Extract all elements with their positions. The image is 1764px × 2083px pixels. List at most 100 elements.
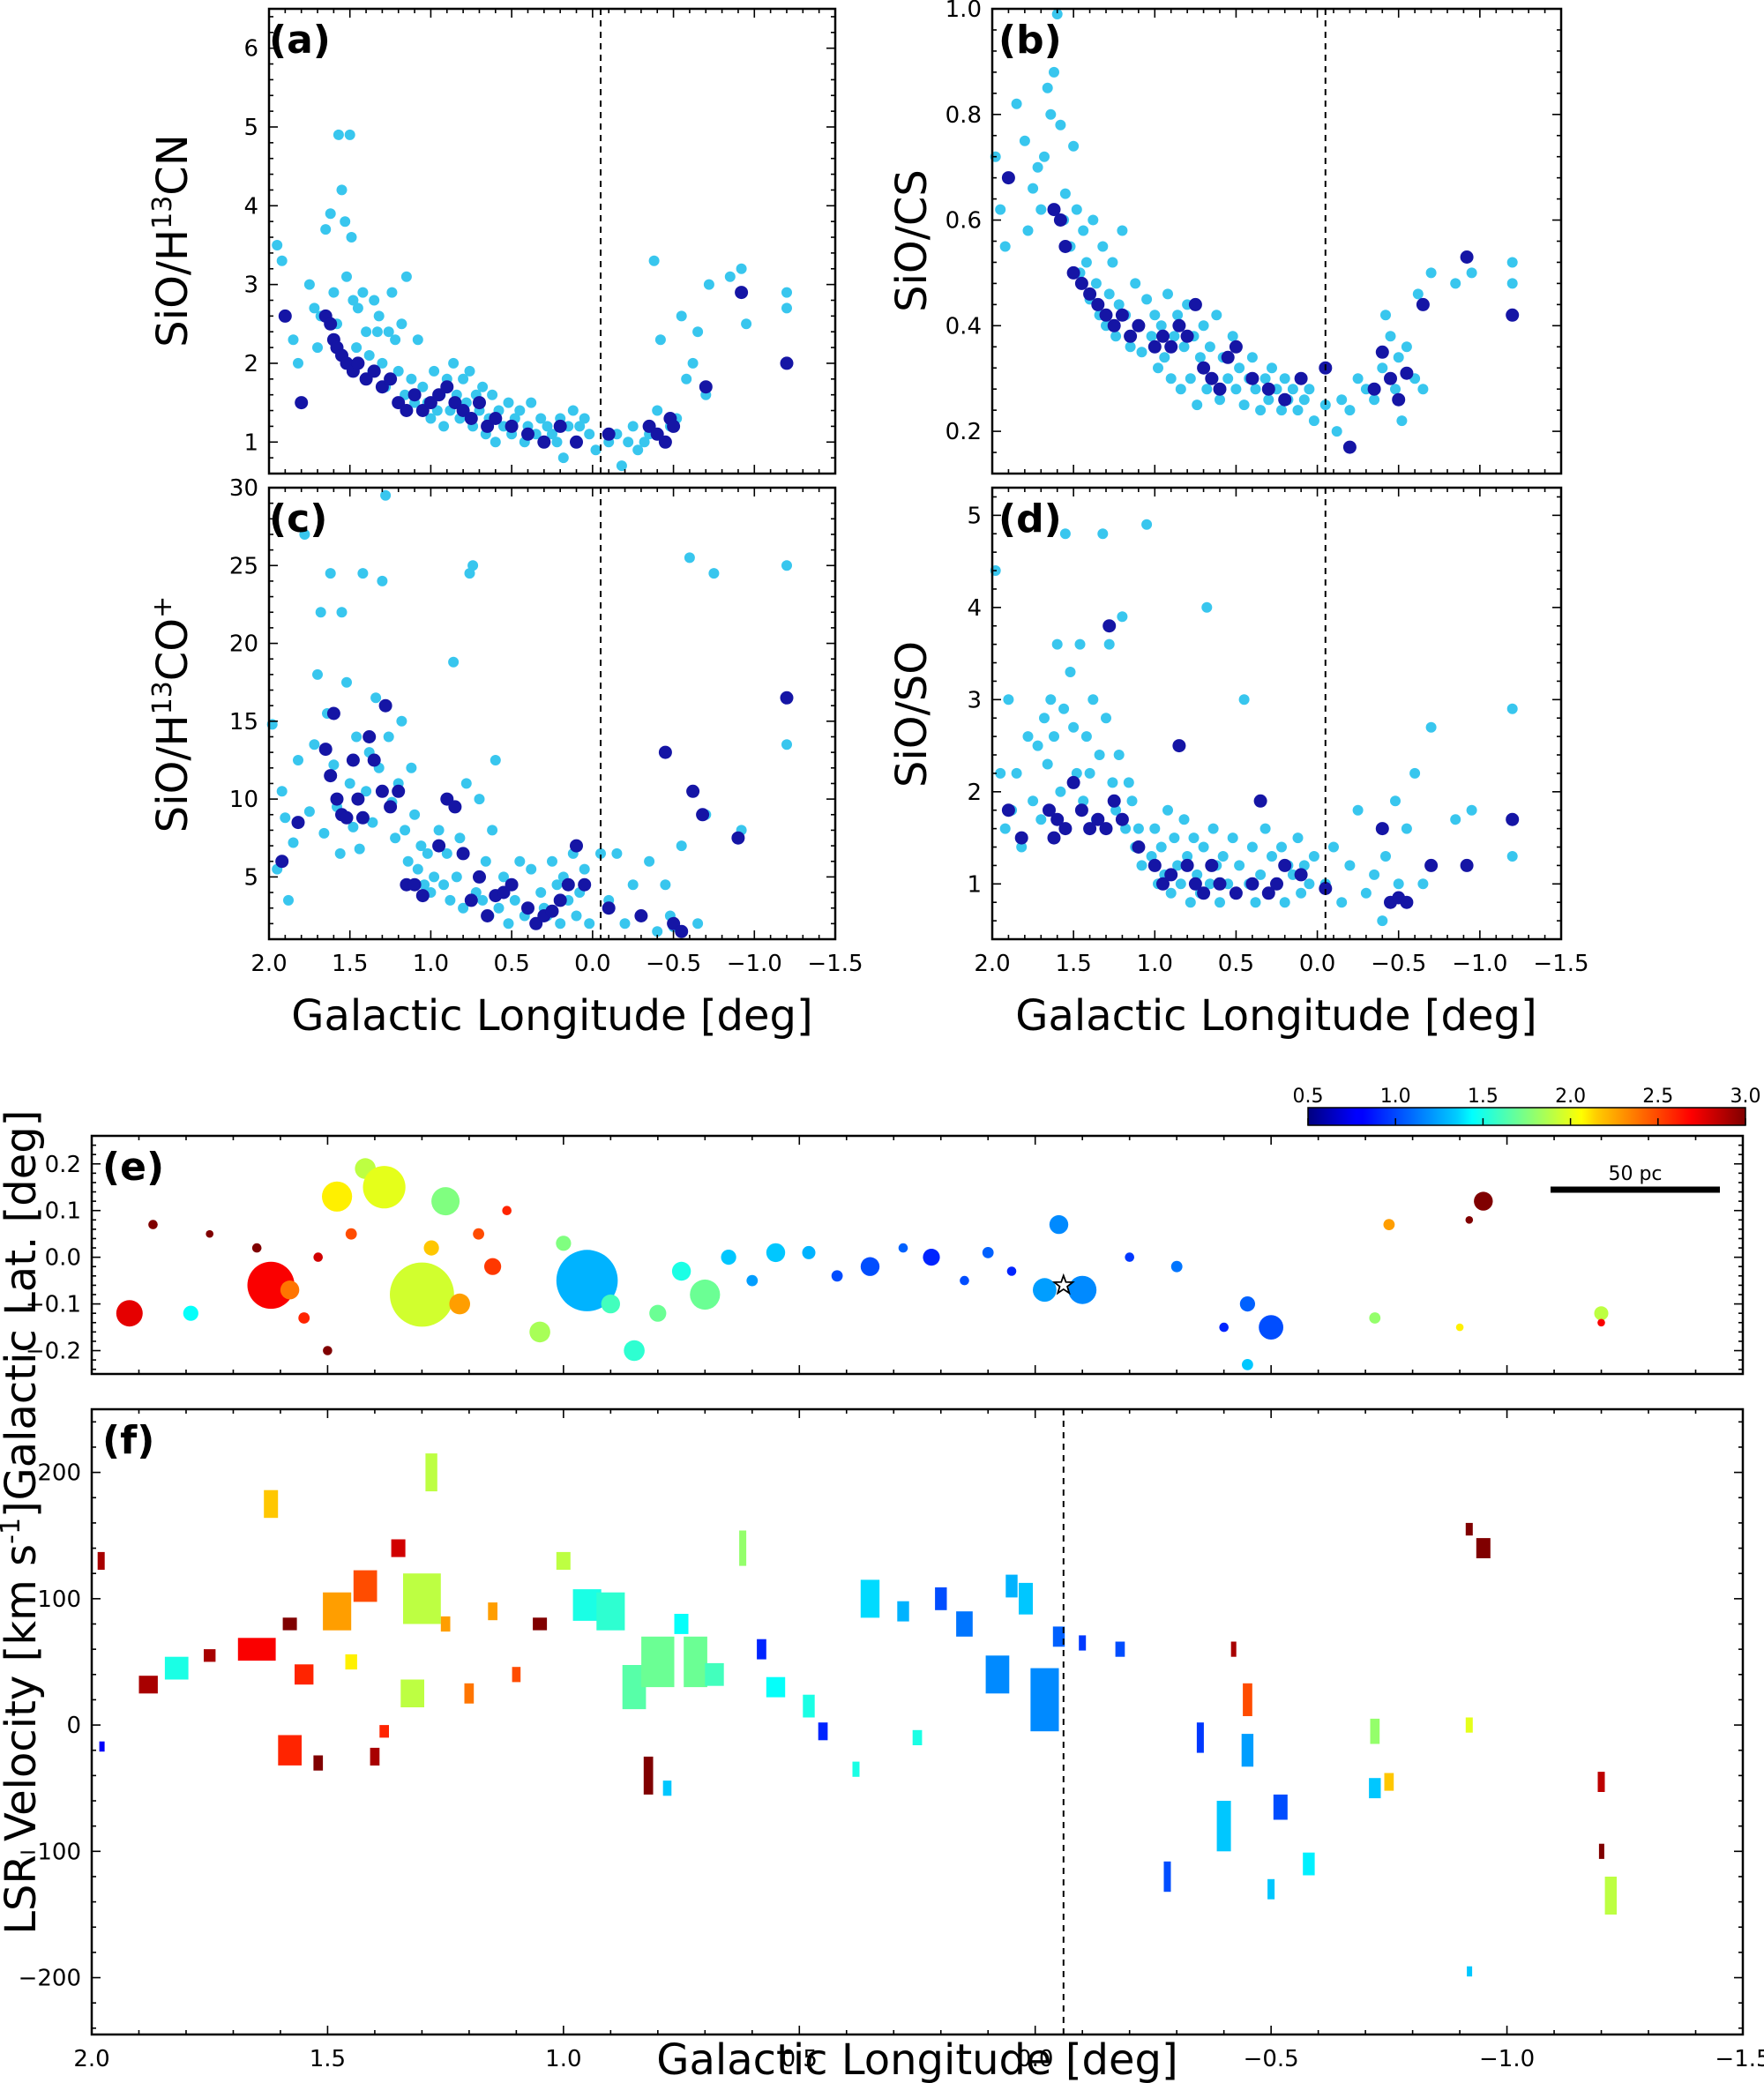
data-point-d-s0-91: [1344, 860, 1356, 871]
velocity-marker-70: [1604, 1877, 1617, 1915]
data-point-d-s0-2: [999, 823, 1011, 834]
cloud-marker-13: [363, 1166, 406, 1209]
data-point-a-s0-28: [373, 310, 385, 322]
data-point-c-s1-3: [324, 769, 338, 783]
data-point-a-s0-1: [276, 255, 288, 266]
y-tick-label-d: 3: [967, 687, 982, 713]
data-point-b-s1-10: [1115, 308, 1129, 322]
y-tick-label-d: 1: [967, 871, 982, 898]
cloud-marker-49: [1242, 1359, 1253, 1370]
velocity-marker-71: [1467, 1966, 1473, 1977]
cloud-marker-6: [280, 1280, 300, 1300]
data-point-d-s0-28: [1094, 750, 1105, 760]
data-point-c-s0-78: [547, 855, 557, 867]
data-point-a-s0-22: [357, 287, 369, 298]
data-point-c-s1-9: [351, 792, 365, 806]
data-point-c-s0-60: [477, 894, 489, 906]
data-point-b-s1-2: [1053, 213, 1067, 227]
data-point-a-s1-20: [440, 380, 454, 394]
y-axis-title-d: SiO/SO: [887, 641, 937, 788]
data-point-b-s0-51: [1178, 341, 1190, 353]
cloud-marker-50: [1369, 1312, 1381, 1324]
data-point-d-s0-19: [1065, 667, 1076, 677]
data-point-c-s0-96: [660, 879, 671, 891]
data-point-b-s1-5: [1074, 276, 1088, 290]
data-point-b-s0-62: [1215, 394, 1225, 406]
data-point-d-s0-34: [1113, 750, 1125, 760]
velocity-marker-45: [956, 1611, 973, 1637]
data-point-d-s1-2: [1043, 803, 1056, 818]
data-point-b-s0-94: [1380, 310, 1391, 321]
data-point-a-s0-62: [487, 389, 498, 400]
data-point-c-s0-88: [595, 847, 606, 859]
data-point-d-s0-42: [1141, 519, 1153, 530]
data-point-c-s0-39: [406, 762, 417, 773]
data-point-a-s1-11: [367, 364, 381, 378]
data-point-a-s1-26: [489, 412, 503, 425]
data-point-d-s0-95: [1377, 915, 1388, 927]
colorbar-tick-label: 3.0: [1730, 1086, 1761, 1108]
data-point-a-s0-98: [654, 334, 666, 346]
data-point-d-s1-25: [1245, 877, 1259, 891]
x-tick-label-c: 2.0: [250, 951, 287, 977]
data-point-c-s1-36: [570, 839, 583, 853]
data-point-c-s0-49: [441, 847, 452, 859]
data-point-b-s1-13: [1147, 340, 1162, 354]
data-point-d-s0-56: [1188, 832, 1200, 844]
cloud-marker-5: [247, 1261, 295, 1310]
y-axis-title-f: LSR Velocity [km s-1]: [0, 1501, 46, 1935]
data-point-b-s0-23: [1080, 257, 1092, 268]
cloud-marker-18: [449, 1293, 470, 1315]
data-point-b-s0-57: [1198, 320, 1209, 332]
cloud-marker-32: [766, 1243, 786, 1263]
data-point-c-s0-86: [579, 863, 590, 875]
panel-label-b: (b): [998, 18, 1062, 63]
data-point-a-s0-31: [383, 326, 394, 338]
data-point-d-s1-10: [1099, 822, 1113, 836]
data-point-a-s0-43: [425, 413, 437, 424]
data-point-b-s0-34: [1117, 225, 1128, 236]
cloud-marker-22: [529, 1321, 550, 1343]
data-point-c-s0-51: [448, 656, 460, 668]
y-tick-label-a: 4: [243, 193, 258, 220]
data-point-c-s1-18: [407, 877, 422, 892]
data-point-d-s0-101: [1409, 767, 1421, 779]
data-point-a-s0-10: [325, 208, 336, 220]
colorbar-tick-label: 1.0: [1380, 1086, 1411, 1108]
data-point-b-s0-44: [1155, 320, 1167, 332]
data-point-d-s0-5: [1011, 767, 1022, 779]
data-point-a-s0-63: [490, 437, 501, 448]
data-point-c-s1-7: [340, 810, 354, 825]
data-point-d-s0-13: [1045, 694, 1057, 706]
data-point-b-s0-101: [1412, 288, 1424, 300]
y-axis-title-e: Galactic Lat. [deg]: [0, 1110, 46, 1501]
cloud-marker-53: [1474, 1191, 1493, 1211]
velocity-marker-55: [1216, 1801, 1231, 1852]
data-point-c-s1-19: [415, 889, 430, 903]
data-point-a-s0-104: [687, 357, 699, 369]
data-point-c-s0-41: [412, 863, 423, 875]
data-point-c-s0-8: [303, 806, 315, 818]
x-tick-label-d: −0.5: [1371, 951, 1426, 977]
data-point-a-s0-40: [412, 334, 423, 346]
data-point-a-s0-32: [386, 287, 398, 298]
velocity-marker-62: [1369, 1778, 1381, 1799]
data-point-d-s1-38: [1506, 812, 1520, 826]
cloud-marker-55: [1594, 1306, 1609, 1321]
data-point-a-s1-31: [570, 435, 583, 449]
data-point-d-s1-31: [1319, 882, 1333, 895]
data-point-b-s0-49: [1172, 310, 1184, 321]
data-point-d-s0-49: [1165, 887, 1177, 899]
velocity-marker-19: [425, 1453, 437, 1492]
data-point-b-s1-19: [1197, 361, 1211, 375]
velocity-marker-27: [596, 1592, 625, 1631]
y-tick-label-c: 20: [229, 631, 258, 658]
data-point-b-s0-11: [1042, 82, 1053, 93]
data-point-a-s0-24: [363, 350, 375, 361]
velocity-marker-17: [400, 1679, 424, 1707]
data-point-c-s0-48: [438, 879, 450, 891]
velocity-marker-46: [985, 1655, 1010, 1694]
data-point-d-s0-100: [1401, 823, 1412, 834]
data-point-b-s1-18: [1188, 297, 1202, 311]
y-tick-label-f: 0: [66, 1713, 81, 1739]
